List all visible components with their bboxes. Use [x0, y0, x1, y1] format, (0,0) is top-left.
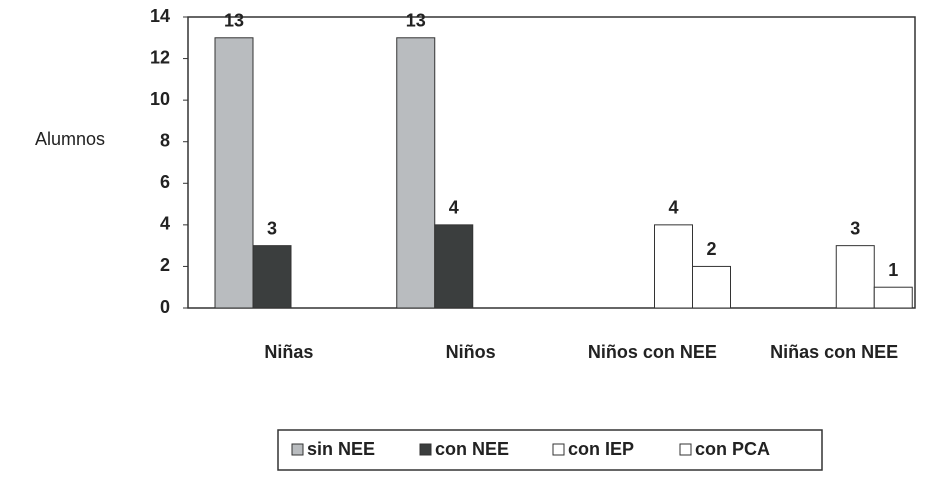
legend-label: con PCA: [695, 439, 770, 459]
legend-box: [277, 429, 823, 471]
bar: [692, 265, 731, 309]
data-label: 3: [850, 218, 860, 238]
bar: [654, 224, 693, 309]
y-tick-label: 2: [160, 255, 170, 275]
data-label: 4: [449, 198, 459, 218]
y-tick-label: 6: [160, 172, 170, 192]
y-tick-label: 14: [150, 6, 170, 26]
legend-swatch: [679, 443, 692, 456]
bar: [396, 37, 436, 309]
bar: [873, 286, 913, 309]
y-tick-label: 12: [150, 47, 170, 67]
y-axis-label: Alumnos: [35, 129, 105, 149]
y-tick-label: 10: [150, 89, 170, 109]
legend-label: con IEP: [568, 439, 634, 459]
data-label: 13: [406, 11, 426, 31]
x-tick-label: Niñas con NEE: [770, 342, 899, 362]
bar: [835, 245, 875, 309]
y-tick-label: 8: [160, 130, 170, 150]
x-tick-label: Niños: [445, 342, 496, 362]
legend-swatch: [552, 443, 565, 456]
plot-area: [187, 16, 916, 309]
x-tick-label: Niñas: [264, 342, 314, 362]
legend-label: con NEE: [435, 439, 509, 459]
legend-label: sin NEE: [307, 439, 375, 459]
data-label: 13: [224, 11, 244, 31]
bar: [252, 245, 292, 309]
x-tick-label: Niños con NEE: [587, 342, 717, 362]
data-label: 4: [668, 198, 678, 218]
y-tick-label: 0: [160, 297, 170, 317]
y-tick-label: 4: [160, 214, 170, 234]
data-label: 2: [706, 239, 716, 259]
bar: [434, 224, 474, 309]
data-label: 3: [267, 218, 277, 238]
bar: [214, 37, 254, 309]
data-label: 1: [888, 260, 898, 280]
legend-swatch: [419, 443, 432, 456]
legend-swatch: [291, 443, 304, 456]
